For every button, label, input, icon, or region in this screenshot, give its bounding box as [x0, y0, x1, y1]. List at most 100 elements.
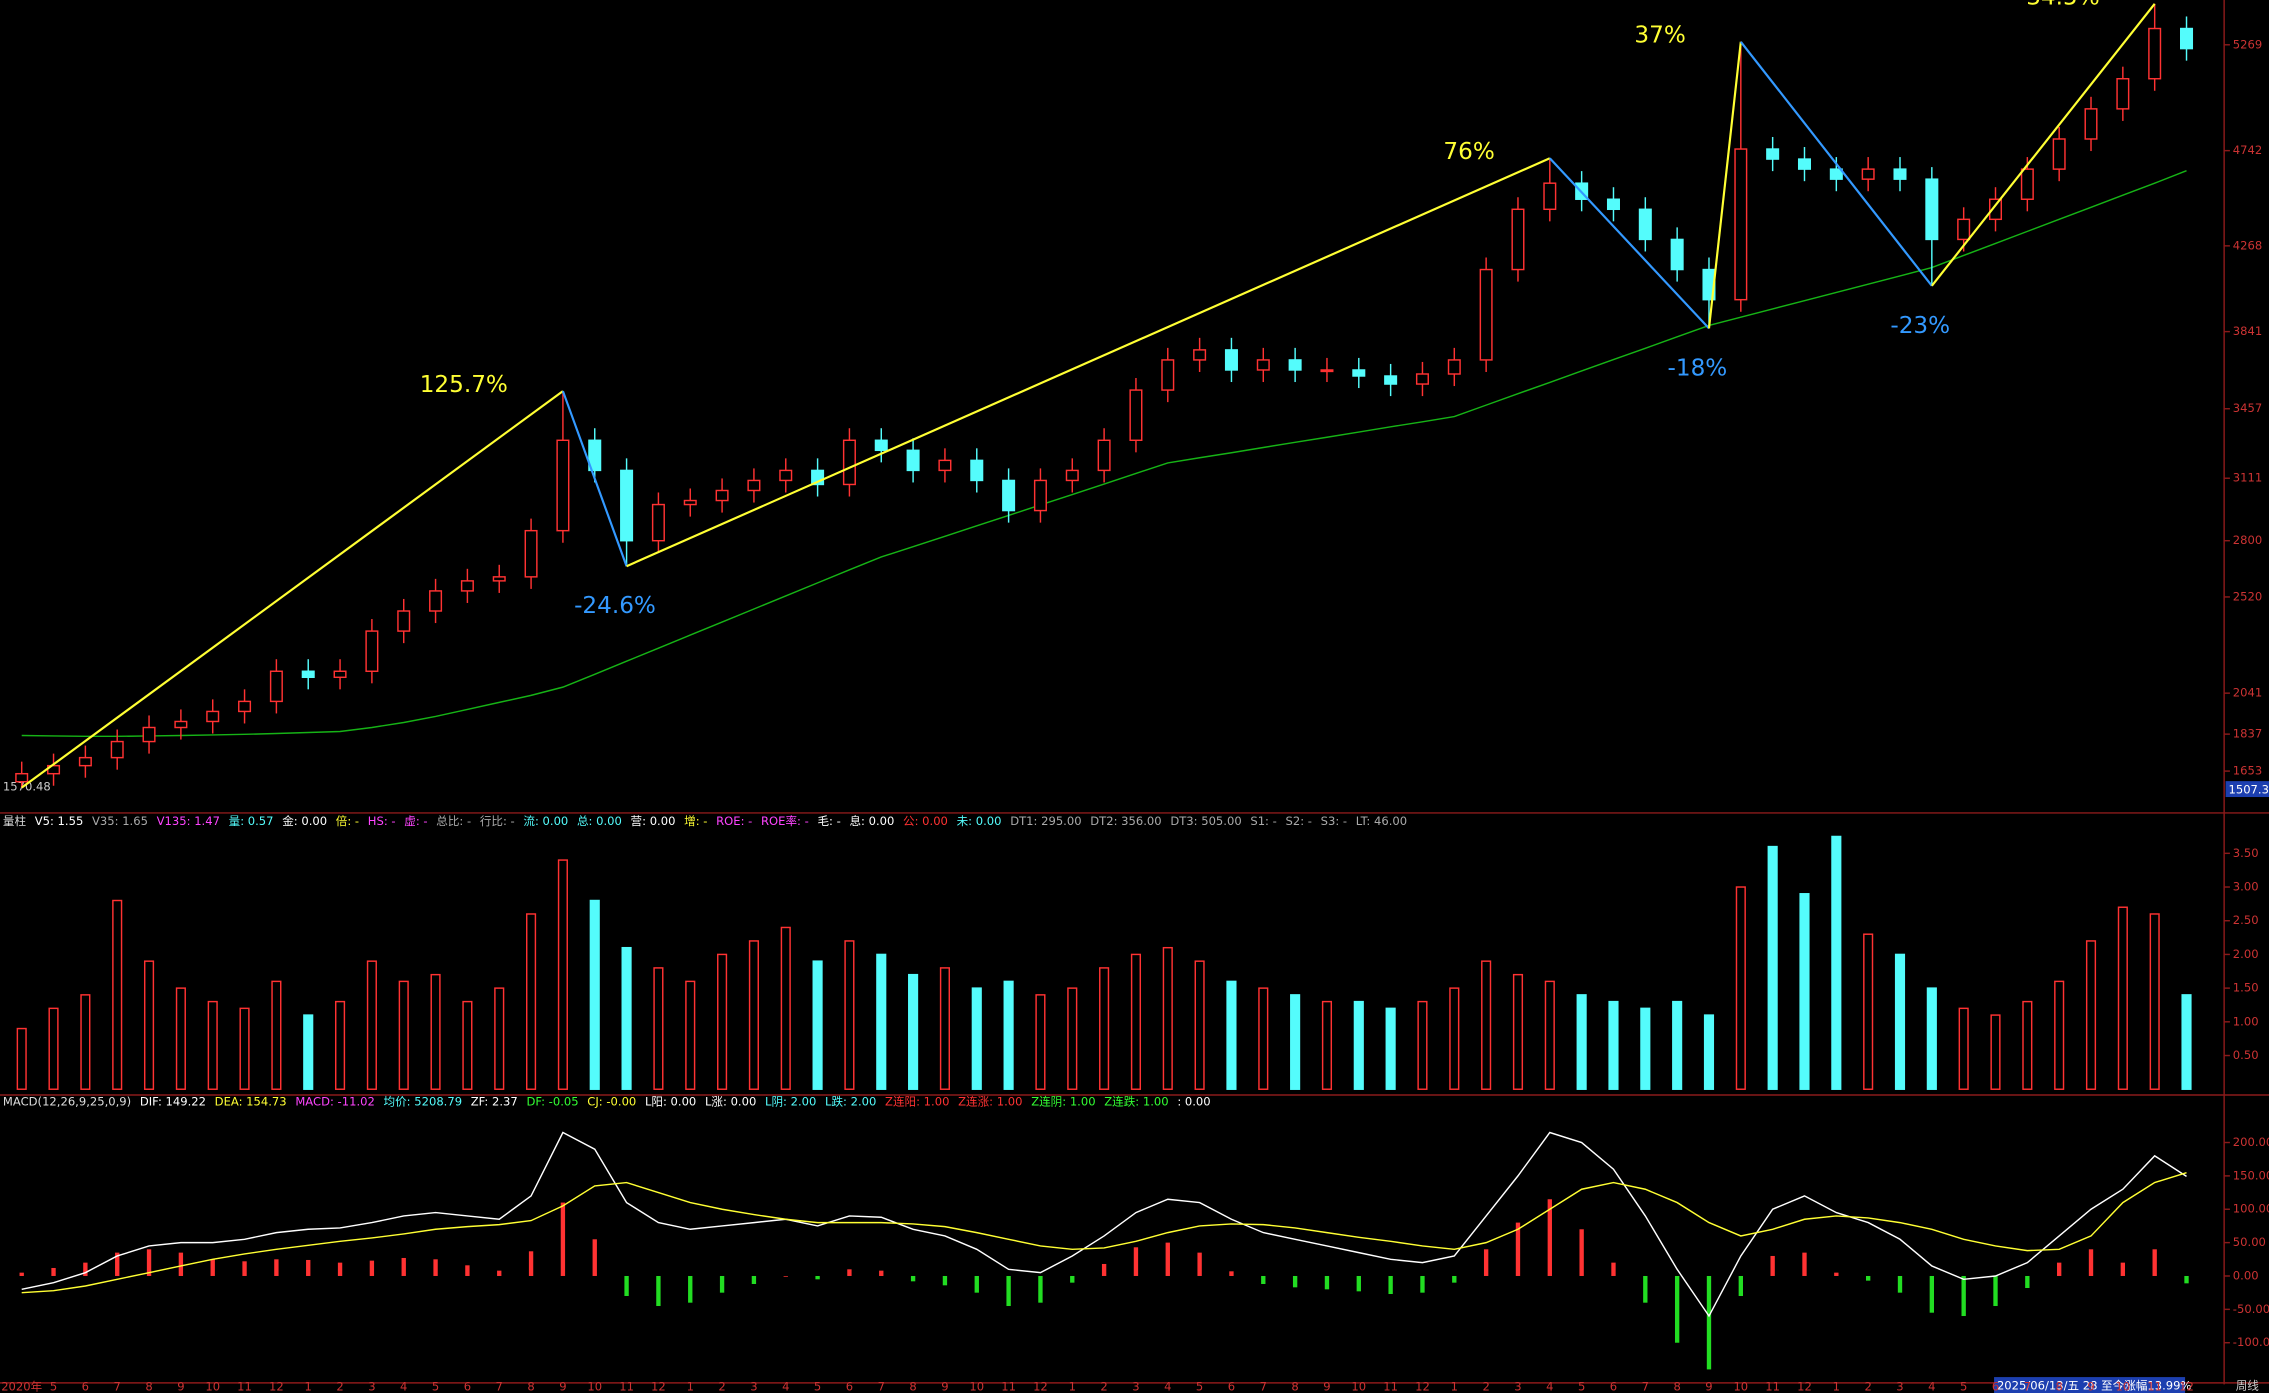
macd-bar [1483, 1249, 1489, 1276]
candle-body [1352, 369, 1366, 377]
y-tick-label: 3111 [2233, 471, 2262, 485]
macd-bar [2152, 1249, 2157, 1276]
volume-bar [1385, 1007, 1396, 1090]
macd-bar [337, 1262, 343, 1276]
candle-body [1734, 148, 1748, 301]
indicator-label: Z连涨: 1.00 [958, 1095, 1022, 1109]
x-tick-label: 6 [1610, 1380, 1617, 1393]
x-tick-label: 7 [1260, 1380, 1267, 1393]
x-tick-label: 2 [336, 1380, 343, 1393]
volume-bar [2085, 940, 2097, 1090]
x-tick-label: 8 [909, 1380, 916, 1393]
x-tick-label: 3 [1514, 1380, 1521, 1393]
volume-bar [175, 987, 186, 1090]
x-tick-label: 5 [814, 1380, 821, 1393]
y-tick-label: 2041 [2233, 686, 2262, 700]
candle-body [1957, 218, 1971, 241]
macd-bar [2088, 1249, 2094, 1276]
indicator-label: Z连阳: 1.00 [885, 1095, 949, 1109]
candle-body [1479, 268, 1493, 361]
x-tick-label: 10 [1351, 1380, 1366, 1393]
macd-bar [528, 1251, 534, 1276]
x-tick-label: 11 [1001, 1380, 1016, 1393]
indicator-label: ROE: - [716, 814, 752, 828]
x-tick-label: 8 [2055, 1380, 2062, 1393]
candle-body [970, 459, 984, 482]
volume-bar [1863, 933, 1874, 1090]
x-tick-label: 2 [1100, 1380, 1107, 1393]
candle-body [460, 580, 474, 592]
x-tick-label: 9 [2087, 1380, 2094, 1393]
macd-bar [1356, 1275, 1361, 1292]
moving-average [21, 170, 2187, 738]
macd-bar [1101, 1263, 1107, 1276]
volume-bar [1735, 886, 1746, 1090]
macd-bar [1197, 1252, 1202, 1276]
indicator-label: V135: 1.47 [157, 814, 220, 828]
candle-body [174, 720, 188, 729]
macd-bar [433, 1259, 438, 1276]
candle-body [1447, 359, 1461, 375]
candle-body [1766, 148, 1780, 160]
indicator-label: 营: 0.00 [631, 814, 676, 828]
x-tick-label: 1 [1069, 1380, 1076, 1393]
y-tick-label: 2.00 [2233, 947, 2259, 961]
candle-body [906, 449, 920, 472]
volume-bar [48, 1007, 59, 1090]
volume-bar [1162, 946, 1173, 1090]
volume-bar [303, 1014, 314, 1090]
y-tick-label: 4268 [2233, 238, 2262, 252]
volume-bar [1417, 1000, 1428, 1090]
x-tick-label: 1 [687, 1380, 694, 1393]
volume-bar [398, 980, 409, 1090]
volume-bar [717, 953, 728, 1090]
macd-bar [1802, 1252, 1807, 1276]
macd-bar [274, 1259, 279, 1276]
y-tick-label: 3841 [2233, 324, 2262, 338]
macd-bar [1006, 1275, 1011, 1307]
x-tick-label: 12 [2179, 1380, 2194, 1393]
volume-bar [621, 946, 632, 1090]
x-tick-label: 4 [1928, 1380, 1935, 1393]
x-tick-label: 8 [527, 1380, 534, 1393]
macd-bar [783, 1275, 788, 1277]
candle-body [1988, 198, 2003, 221]
candle-body [301, 670, 315, 679]
candle-body [1161, 359, 1175, 391]
indicator-label: 公: 0.00 [903, 814, 948, 828]
y-tick-label: 4742 [2233, 143, 2262, 157]
indicator-label: 流: 0.00 [523, 814, 568, 828]
candle-body [683, 499, 697, 506]
y-tick-label: 3457 [2233, 401, 2262, 415]
volume-bar [207, 1000, 218, 1090]
y-tick-label: 0.50 [2233, 1048, 2259, 1062]
trend-line [1930, 3, 2156, 287]
x-tick-label: 9 [559, 1380, 566, 1393]
trend-line [626, 157, 1551, 568]
candle-body [2116, 78, 2130, 110]
indicator-label: V5: 1.55 [35, 814, 84, 828]
volume-bar [971, 987, 982, 1090]
indicator-label: 未: 0.00 [957, 814, 1002, 828]
status-text: 2025/06/13/五 28 至今涨幅13.99% [1997, 1378, 2192, 1392]
x-tick-label: 12 [1415, 1380, 1430, 1393]
y-tick-label: 150.00 [2233, 1168, 2269, 1182]
macd-bar [1070, 1275, 1075, 1283]
status-box [1994, 1377, 2186, 1393]
volume-bar [1130, 953, 1142, 1090]
macd-bar [1961, 1275, 1966, 1317]
indicator-label: S3: - [1321, 814, 1347, 828]
volume-bar [653, 967, 664, 1090]
candle-body [1415, 373, 1429, 385]
trend-line [1707, 41, 1742, 329]
macd-bar [624, 1275, 629, 1297]
volume-bar [1703, 1014, 1715, 1090]
period-label: 周线 [2236, 1378, 2260, 1392]
macd-bar [1770, 1255, 1775, 1276]
macd-bar [1674, 1275, 1680, 1343]
dif-line [21, 1131, 2187, 1318]
volume-bar [271, 980, 282, 1090]
indicator-label: DT3: 505.00 [1170, 814, 1241, 828]
y-tick-label: 2800 [2233, 533, 2262, 547]
macd-bar [146, 1249, 152, 1276]
